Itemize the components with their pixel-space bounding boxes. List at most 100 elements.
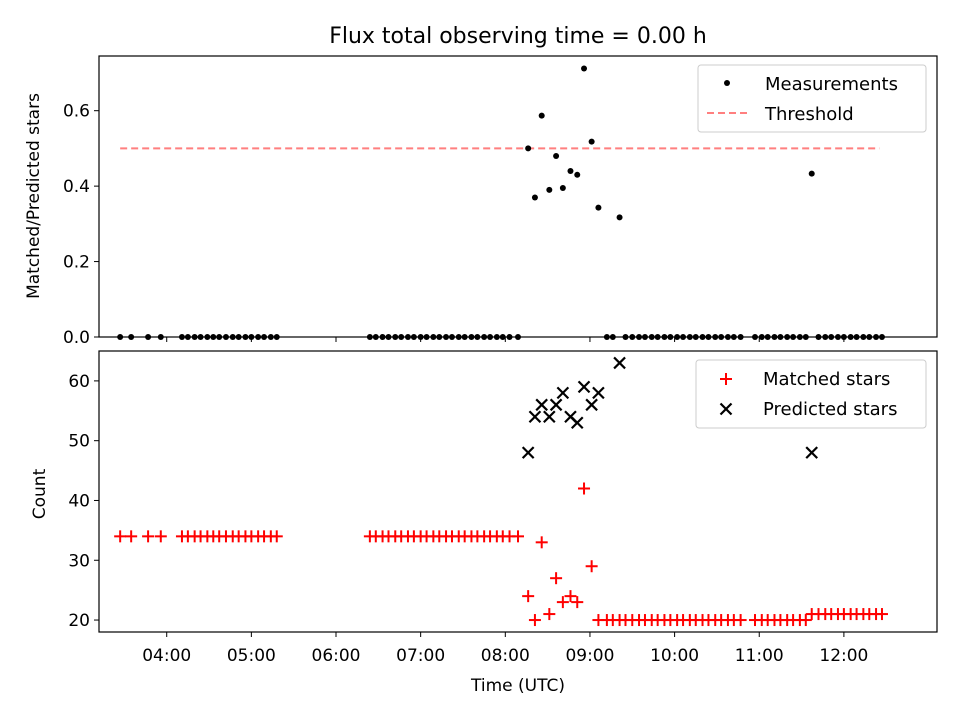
predicted-star-point-b: [556, 386, 570, 400]
predicted-star-point-b: [543, 410, 556, 424]
legend-measurements-label: Measurements: [765, 74, 898, 95]
predicted-star-point: [585, 398, 598, 412]
matched-star-point: [142, 530, 155, 543]
predicted-star-point-b: [592, 386, 605, 400]
predicted-star-point-b: [549, 398, 563, 412]
measurement-point: [559, 185, 566, 192]
measurement-point: [567, 168, 574, 175]
predicted-star-point: [528, 410, 542, 424]
bottom-y-tick-label: 30: [68, 551, 90, 571]
top-y-tick-label: 0.0: [63, 328, 90, 348]
bottom-y-tick-label: 50: [68, 432, 90, 452]
legend-cross-b: [719, 402, 733, 416]
matched-star-point: [125, 530, 138, 543]
measurement-point: [574, 171, 581, 178]
top-legend: Measurements Threshold: [697, 64, 927, 133]
predicted-star-point: [570, 416, 584, 430]
chart-title: Flux total observing time = 0.00 h: [329, 24, 707, 49]
legend-predicted-marker: [719, 402, 733, 416]
predicted-star-point-b: [521, 446, 535, 459]
predicted-star-point-b: [535, 398, 548, 412]
matched-star-point: [154, 530, 167, 543]
legend-measurement-marker: [724, 80, 730, 86]
legend-threshold-label: Threshold: [764, 104, 854, 125]
x-axis-label: Time (UTC): [470, 676, 565, 696]
matched-star-point: [556, 596, 569, 609]
predicted-star-point: [549, 398, 563, 412]
x-tick-label: 09:00: [565, 646, 614, 666]
x-tick-label: 04:00: [142, 646, 191, 666]
bottom-y-tick-label: 40: [68, 491, 90, 511]
matched-star-point: [270, 530, 283, 543]
predicted-star-point: [535, 398, 548, 412]
top-y-tick-label: 0.2: [63, 253, 90, 273]
predicted-star-point-b: [528, 410, 542, 424]
bottom-y-tick-label: 60: [68, 372, 90, 392]
matched-star-point: [585, 560, 598, 573]
predicted-star-point-b: [564, 410, 577, 424]
measurement-point: [616, 214, 623, 221]
matched-star-point: [114, 530, 127, 543]
legend-matched-label: Matched stars: [763, 369, 890, 390]
x-tick-label: 12:00: [819, 646, 868, 666]
predicted-star-point: [543, 410, 556, 424]
measurement-point: [546, 186, 553, 193]
bottom-legend: Matched stars Predicted stars: [695, 359, 927, 429]
predicted-star-point: [592, 386, 605, 400]
predicted-star-point: [521, 446, 535, 459]
measurement-point: [808, 170, 815, 177]
x-tick-label: 08:00: [481, 646, 530, 666]
legend-cross: [719, 402, 733, 416]
matched-star-point: [571, 596, 584, 609]
legend-matched-marker: [720, 373, 732, 385]
matched-star-point: [528, 614, 541, 627]
top-y-tick-label: 0.6: [63, 102, 90, 122]
matched-star-point: [535, 536, 548, 549]
x-tick-label: 11:00: [735, 646, 784, 666]
predicted-star-point-b: [585, 398, 598, 412]
predicted-star-point-b: [613, 356, 626, 370]
top-y-ticks: 0.0 0.2 0.4 0.6: [63, 102, 99, 348]
top-y-tick-label: 0.4: [63, 177, 90, 197]
bottom-y-ticks: 20 30 40 50 60: [68, 372, 99, 631]
matched-star-point: [512, 530, 524, 543]
measurement-point: [581, 65, 588, 72]
predicted-star-point: [613, 356, 626, 370]
bottom-legend-box: [695, 359, 927, 429]
measurement-point: [531, 194, 538, 201]
predicted-star-point: [556, 386, 570, 400]
predicted-star-point: [577, 380, 591, 394]
bottom-y-axis-label: Count: [30, 468, 50, 519]
top-legend-box: [697, 64, 927, 133]
matched-star-point: [564, 590, 577, 603]
x-tick-label: 07:00: [396, 646, 445, 666]
predicted-star-point-b: [805, 446, 819, 459]
measurement-point: [588, 138, 595, 145]
bottom-axes-frame: [98, 350, 938, 633]
legend-predicted-label: Predicted stars: [763, 399, 897, 420]
bottom-x-ticks: 04:00 05:00 06:00 07:00 08:00 09:00 10:00 11:00…: [142, 632, 868, 666]
x-tick-label: 05:00: [227, 646, 276, 666]
legend-plus: [720, 373, 732, 385]
predicted-star-point-b: [577, 380, 591, 394]
measurement-point: [525, 145, 532, 152]
count-points: [114, 356, 888, 627]
predicted-star-point-b: [570, 416, 584, 430]
top-axes-frame: [98, 55, 938, 338]
matched-star-point: [522, 590, 535, 603]
matched-star-point: [875, 608, 888, 621]
matched-star-point: [578, 482, 591, 495]
matched-star-point: [799, 614, 812, 627]
top-panel: 0.0 0.2 0.4 0.6 Matched/Predicted stars Mea…: [24, 55, 938, 348]
predicted-star-point: [805, 446, 819, 459]
matched-star-point: [734, 614, 747, 627]
matched-star-point: [550, 572, 563, 585]
measurement-point: [538, 112, 545, 119]
top-x-ticks: [166, 337, 845, 342]
bottom-panel: 20 30 40 50 60 04:00 05:00 06:00 07:00 08:00 09:0…: [30, 350, 938, 696]
top-y-axis-label: Matched/Predicted stars: [24, 93, 44, 299]
matched-star-point: [543, 608, 556, 621]
measurement-point: [553, 152, 560, 159]
x-tick-label: 10:00: [650, 646, 699, 666]
